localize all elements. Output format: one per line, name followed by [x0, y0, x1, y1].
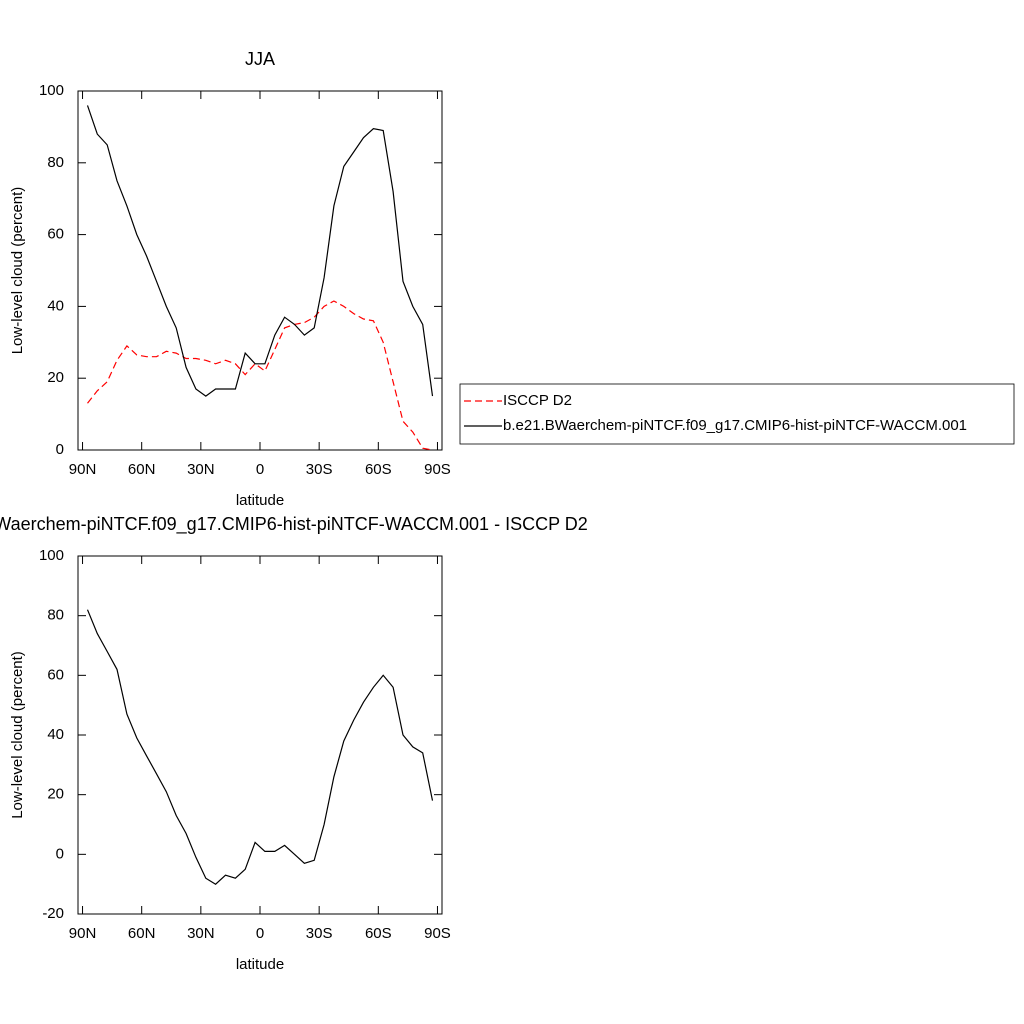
x-tick-label: 90N — [69, 925, 97, 942]
y-tick-label: 0 — [56, 441, 64, 458]
y-axis-label: Low-level cloud (percent) — [9, 187, 26, 355]
y-tick-label: 40 — [47, 297, 64, 314]
plot-frame — [77, 555, 443, 915]
y-tick-label: 0 — [56, 845, 64, 862]
x-tick-label: 90S — [424, 925, 451, 942]
x-tick-label: 60S — [365, 461, 392, 478]
legend-label: ISCCP D2 — [503, 392, 572, 409]
y-tick-label: 100 — [39, 82, 64, 99]
x-tick-label: 60N — [128, 925, 156, 942]
plot-frame — [77, 90, 443, 451]
legend-box — [459, 383, 1015, 445]
x-tick-label: 30S — [306, 925, 333, 942]
y-tick-label: -20 — [42, 905, 64, 922]
y-tick-label: 80 — [47, 607, 64, 624]
x-axis-label: latitude — [236, 492, 284, 509]
chart-title: b.e21.BWaerchem-piNTCF.f09_g17.CMIP6-his… — [0, 514, 588, 535]
x-tick-label: 90S — [424, 461, 451, 478]
x-tick-label: 0 — [256, 925, 264, 942]
x-tick-label: 30S — [306, 461, 333, 478]
y-tick-label: 20 — [47, 786, 64, 803]
chart-title: JJA — [245, 49, 275, 69]
x-tick-label: 60N — [128, 461, 156, 478]
x-axis-label: latitude — [236, 956, 284, 973]
data-line — [86, 105, 434, 397]
data-line — [86, 609, 434, 885]
x-tick-label: 90N — [69, 461, 97, 478]
y-tick-label: 100 — [39, 547, 64, 564]
y-tick-label: 60 — [47, 226, 64, 243]
data-line — [87, 300, 433, 451]
x-tick-label: 0 — [256, 461, 264, 478]
x-tick-label: 60S — [365, 925, 392, 942]
y-tick-label: 80 — [47, 154, 64, 171]
x-tick-label: 30N — [187, 461, 215, 478]
y-tick-label: 20 — [47, 369, 64, 386]
y-tick-label: 60 — [47, 666, 64, 683]
y-tick-label: 40 — [47, 726, 64, 743]
x-tick-label: 30N — [187, 925, 215, 942]
y-axis-label: Low-level cloud (percent) — [9, 651, 26, 819]
legend-label: b.e21.BWaerchem-piNTCF.f09_g17.CMIP6-his… — [503, 417, 967, 434]
